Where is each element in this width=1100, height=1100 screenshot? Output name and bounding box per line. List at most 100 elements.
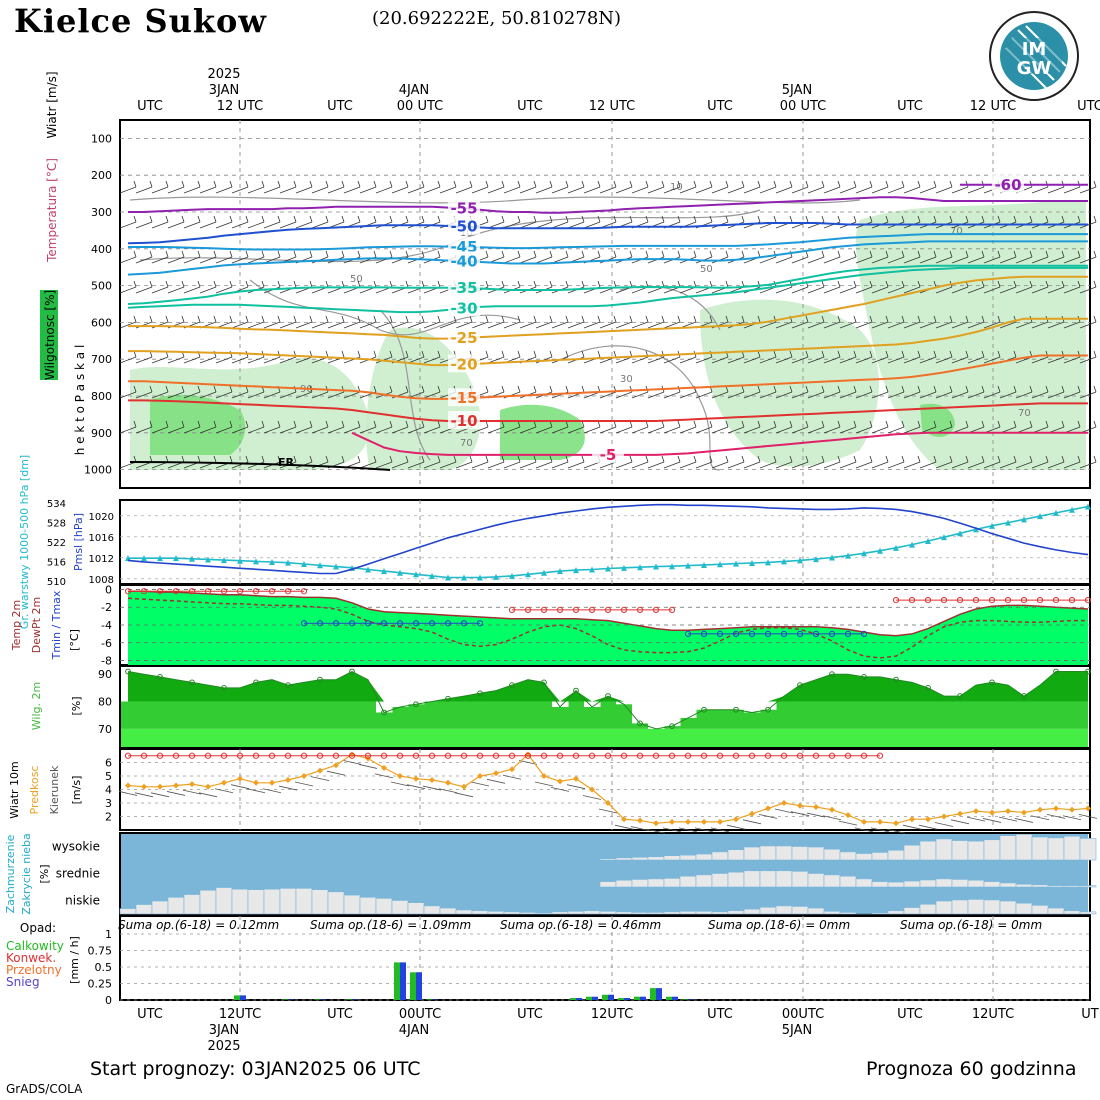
wind-barb [487, 321, 505, 329]
wind-barb [1029, 215, 1033, 223]
humidity-marker [285, 682, 291, 689]
wind-barb [837, 455, 841, 463]
isotherm-label: -10 [450, 412, 477, 430]
wind-barb [661, 215, 665, 223]
temp-y-tick: 0 [105, 583, 112, 596]
cloud-bar-low [151, 900, 169, 915]
wind-barb [421, 385, 425, 393]
cloud-bar-high [807, 846, 825, 861]
gpt-marker [605, 565, 611, 572]
humidity-dip [584, 701, 601, 707]
wind-barb [151, 426, 169, 434]
wind-barb [677, 455, 681, 463]
cloud-bar-low [775, 905, 793, 915]
wind-barb [743, 356, 761, 364]
gpt-marker [957, 530, 963, 537]
precip-bar-total [282, 999, 288, 1000]
wind-barb [501, 385, 505, 393]
wind-barb [869, 215, 873, 223]
humidity-contour-label: 70 [950, 226, 963, 237]
wind-barb [199, 391, 217, 399]
wind-barb [311, 221, 329, 229]
wind-barb [421, 180, 425, 188]
wind-barb [149, 250, 153, 258]
wind-barb [341, 180, 345, 188]
wind-barb [247, 426, 265, 434]
wind-speed-marker [269, 779, 275, 786]
wind-barb [615, 321, 633, 329]
wind-barb [277, 455, 281, 463]
wind-barb [903, 461, 921, 469]
wind-direction-barb [550, 787, 570, 792]
cloud-bar-high [695, 853, 713, 861]
wind-barb [215, 356, 233, 364]
humidity-contour-2 [249, 279, 521, 336]
wind-barb [1079, 256, 1097, 264]
wind-barb [807, 356, 825, 364]
wind-barb [725, 315, 729, 323]
cloud-bar-low [855, 913, 873, 915]
panel-frame-press [119, 499, 1091, 585]
wind-barb [775, 286, 793, 294]
humidity-contour-4 [559, 345, 721, 471]
precip-bar-snow [656, 988, 662, 1000]
wind-barb [245, 420, 249, 428]
wind-barb [1015, 256, 1033, 264]
wind-direction-barb [406, 784, 426, 790]
wind-barb [901, 455, 905, 463]
cloud-level-label: wysokie [52, 840, 100, 854]
wind-barb [773, 350, 777, 358]
wind-barb [983, 391, 1001, 399]
wind-direction-barb [998, 816, 1018, 822]
wind-barb [967, 356, 985, 364]
cloud-bar-high [887, 849, 905, 861]
cloud-bar-mid [823, 874, 841, 888]
wind-barb [999, 321, 1017, 329]
wind-barb [1063, 186, 1081, 194]
wind-barb [359, 426, 377, 434]
precip-bar-snow [576, 998, 582, 1000]
wind-barb [517, 350, 521, 358]
wind-barb [375, 426, 393, 434]
wind-barb [615, 426, 633, 434]
isotherm-label-bg [448, 251, 480, 270]
speed-side-label: Predkosc [28, 766, 41, 815]
wind-barb [965, 350, 969, 358]
wind-barb [1031, 356, 1049, 364]
wind-barb [165, 385, 169, 393]
humidity-shade-moist [920, 403, 955, 437]
wind-barb [773, 180, 777, 188]
wind-barb [1061, 250, 1065, 258]
bottom-time-label: UTC [517, 1007, 543, 1022]
wind-barb [919, 321, 937, 329]
wind-barb [119, 391, 137, 399]
pmsl-y-tick: 1008 [89, 575, 114, 586]
cloud-bar-low [487, 910, 505, 915]
wind-barb [853, 280, 857, 288]
wind-barb [837, 420, 841, 428]
humidity-marker [445, 695, 451, 702]
wind-barb [215, 256, 233, 264]
wind-barb [455, 186, 473, 194]
gpt-marker [733, 560, 739, 567]
gpt-marker [1037, 513, 1043, 520]
cloud-bar-mid [775, 870, 793, 888]
wind-barb [341, 455, 345, 463]
wind-barb [471, 321, 489, 329]
wind-barb [213, 280, 217, 288]
wind-barb [501, 315, 505, 323]
wind-barb [965, 215, 969, 223]
wind-barb [455, 461, 473, 469]
precip-bar-total [650, 988, 656, 1000]
wind-barb [135, 356, 153, 364]
wind-direction-barb [902, 824, 922, 830]
wind-barb [229, 280, 233, 288]
wind-barb [567, 221, 585, 229]
wind-barb [359, 461, 377, 469]
bottom-time-label: 12UTC [972, 1007, 1014, 1022]
gpt-y-tick: 528 [47, 519, 66, 530]
cloud-axis-label: [%] [38, 864, 51, 883]
gpt-marker [1069, 506, 1075, 513]
wind-barb [133, 420, 137, 428]
humidity-dip [696, 701, 713, 710]
